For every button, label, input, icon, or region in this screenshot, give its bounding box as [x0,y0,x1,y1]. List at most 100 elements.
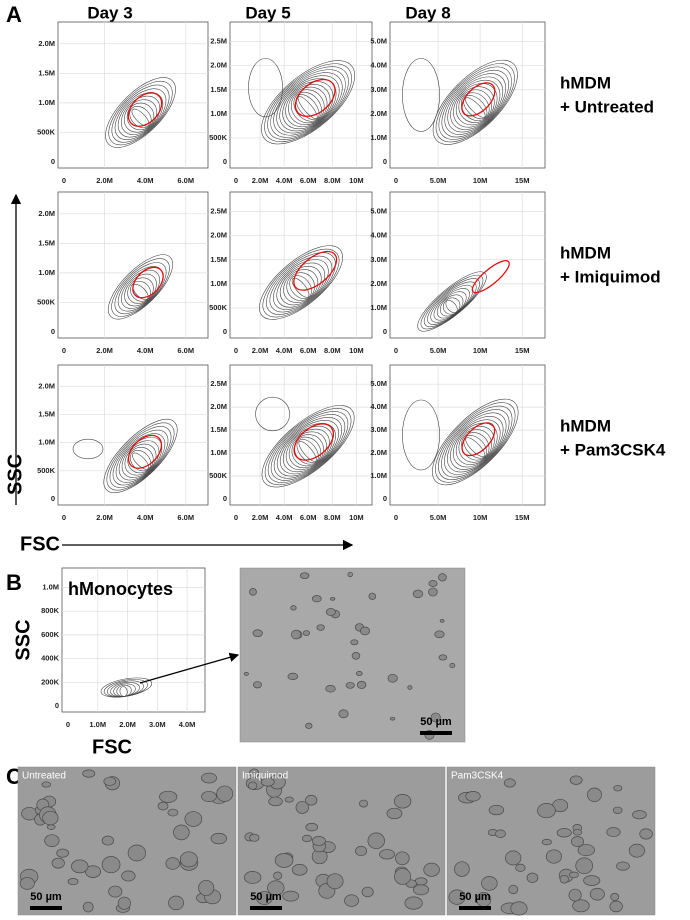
column-title: Day 8 [405,3,450,22]
contour [103,419,178,493]
cell [127,844,146,862]
y-tick-label: 0 [383,327,387,336]
contour [282,81,334,130]
contour [121,270,160,309]
x-tick-label: 3.0M [149,720,166,729]
plot-frame [61,567,206,713]
row-label: + Imiquimod [560,267,661,286]
cell [316,624,325,631]
cell [386,807,403,820]
cell [19,877,35,890]
cell [173,824,190,841]
contour [127,447,154,474]
cell [201,772,217,784]
cell [41,781,52,788]
plot-frame [57,191,209,339]
contour [432,59,518,145]
contour [72,438,104,460]
cell [606,827,621,838]
y-tick-label: 2.0M [38,381,55,390]
y-tick-label: 500K [37,127,56,136]
panel-label: A [6,2,22,27]
y-tick-label: 0 [383,494,387,503]
contour [465,437,486,458]
y-tick-label: 0 [51,327,55,336]
cell [505,850,522,866]
contour [114,88,167,140]
x-tick-label: 4.0M [276,513,293,522]
x-tick-label: 0 [394,176,398,185]
scale-bar [459,906,491,910]
contour [112,429,169,486]
cell [248,781,258,790]
y-tick-label: 2.0M [370,279,387,288]
cell [84,865,102,878]
scale-label: 50 µm [30,891,62,903]
cell [300,572,310,580]
cell [108,885,123,898]
cell [243,672,249,676]
cell [503,778,516,788]
plot-frame [57,21,209,169]
cell [311,836,326,846]
contour [283,269,319,303]
contour [282,425,333,473]
y-tick-label: 1.0M [42,582,59,591]
cell [302,630,310,636]
y-tick-label: 1.5M [210,425,227,434]
contour [465,97,486,118]
cell [290,605,297,611]
x-tick-label: 10M [349,176,364,185]
cell [569,775,583,785]
contour [276,75,340,134]
cell [616,861,630,871]
x-tick-label: 10M [473,176,488,185]
x-axis-title: FSC [20,533,60,555]
contour [115,433,166,483]
plot-frame [229,21,373,169]
cell [311,595,322,603]
y-tick-label: 4.0M [370,231,387,240]
x-tick-label: 2.0M [96,346,113,355]
y-tick-label: 1.5M [210,85,227,94]
contour [441,409,510,478]
x-tick-label: 2.0M [252,513,269,522]
contour [273,259,329,310]
y-tick-label: 3.0M [370,425,387,434]
arrow [139,652,240,684]
y-tick-label: 1.0M [370,133,387,142]
x-tick-label: 4.0M [137,346,154,355]
contour [458,89,493,123]
gate [127,92,163,127]
cell [428,587,438,597]
gate [471,260,510,294]
cell [326,873,344,890]
cell [305,822,319,832]
contour [264,408,352,486]
contour [264,63,352,143]
cell [572,899,590,913]
contour [296,439,319,463]
contour [276,262,326,308]
cell [267,880,285,896]
x-tick-label: 10M [349,346,364,355]
y-tick-label: 1.0M [210,109,227,118]
y-tick-label: 4.0M [370,402,387,411]
x-tick-label: 15M [515,176,530,185]
cell [351,652,361,660]
row-label: hMDM [560,243,611,262]
y-tick-label: 1.5M [38,409,55,418]
contour [129,105,152,129]
y-tick-label: 500K [209,303,228,312]
y-tick-label: 500K [209,471,228,480]
x-tick-label: 5.0M [430,513,447,522]
row-label: + Pam3CSK4 [560,440,666,459]
x-tick-label: 0 [394,346,398,355]
contour [402,399,440,471]
cell [291,864,308,876]
y-tick-label: 1.0M [370,471,387,480]
contour [417,271,487,332]
cell [610,892,620,901]
contour [127,277,154,304]
contour [130,280,151,302]
